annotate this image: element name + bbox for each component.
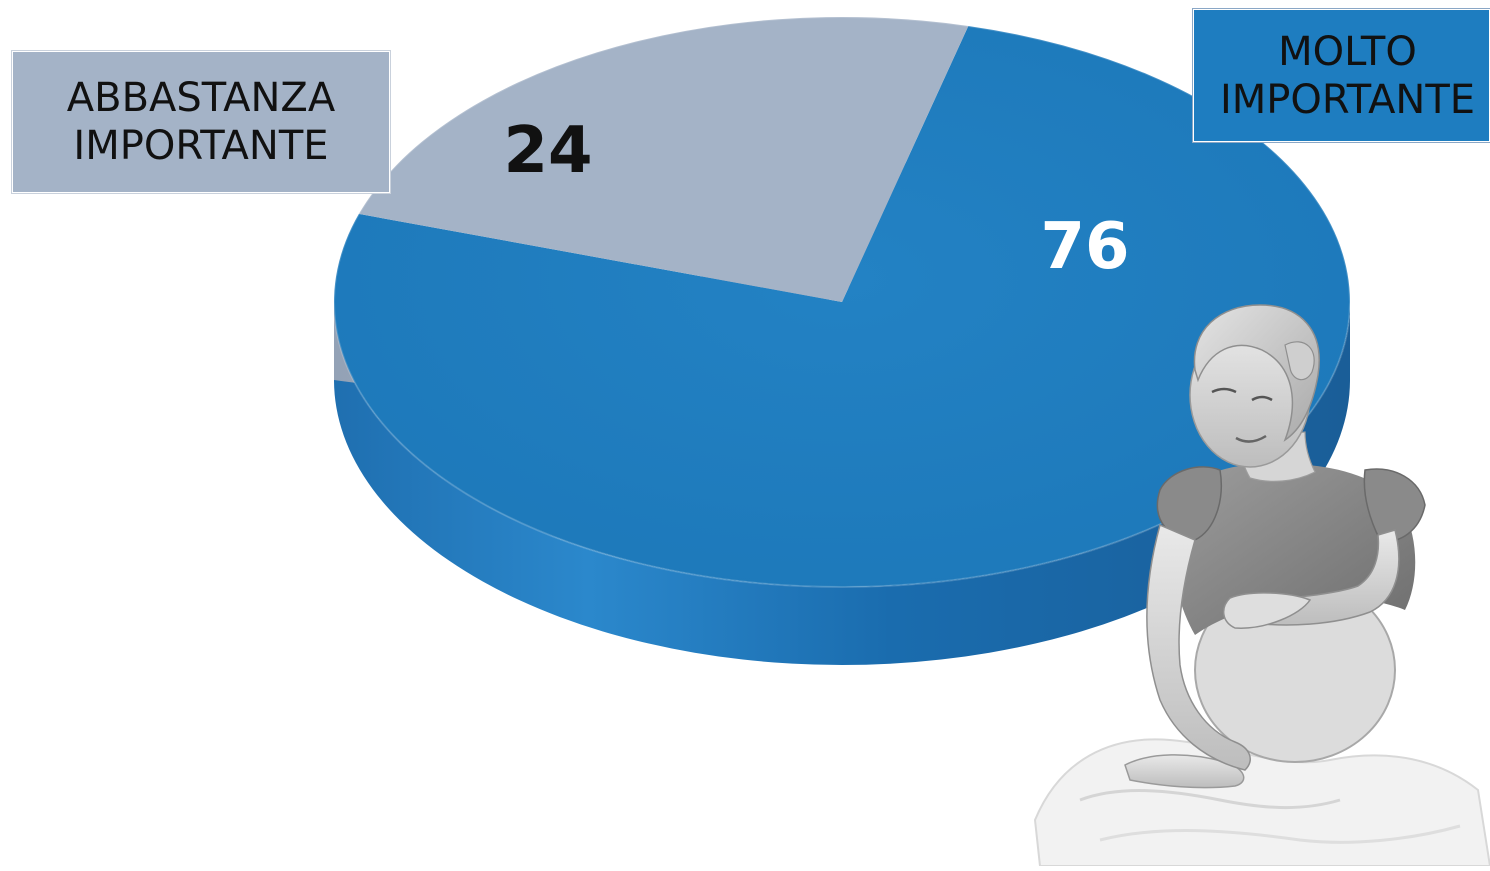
legend-abbastanza-importante: ABBASTANZA IMPORTANTE <box>12 51 390 193</box>
pie-slice-abbastanza <box>358 17 969 303</box>
data-label-molto: 76 <box>1040 210 1129 284</box>
pie-slice-molto <box>333 25 1350 588</box>
pregnant-woman-photo <box>1033 304 1490 867</box>
data-label-abbastanza: 24 <box>503 114 592 188</box>
pie-side-molto <box>334 302 1350 665</box>
legend-molto-importante: MOLTO IMPORTANTE <box>1193 9 1490 142</box>
legend-molto-label: MOLTO IMPORTANTE <box>1219 28 1476 123</box>
